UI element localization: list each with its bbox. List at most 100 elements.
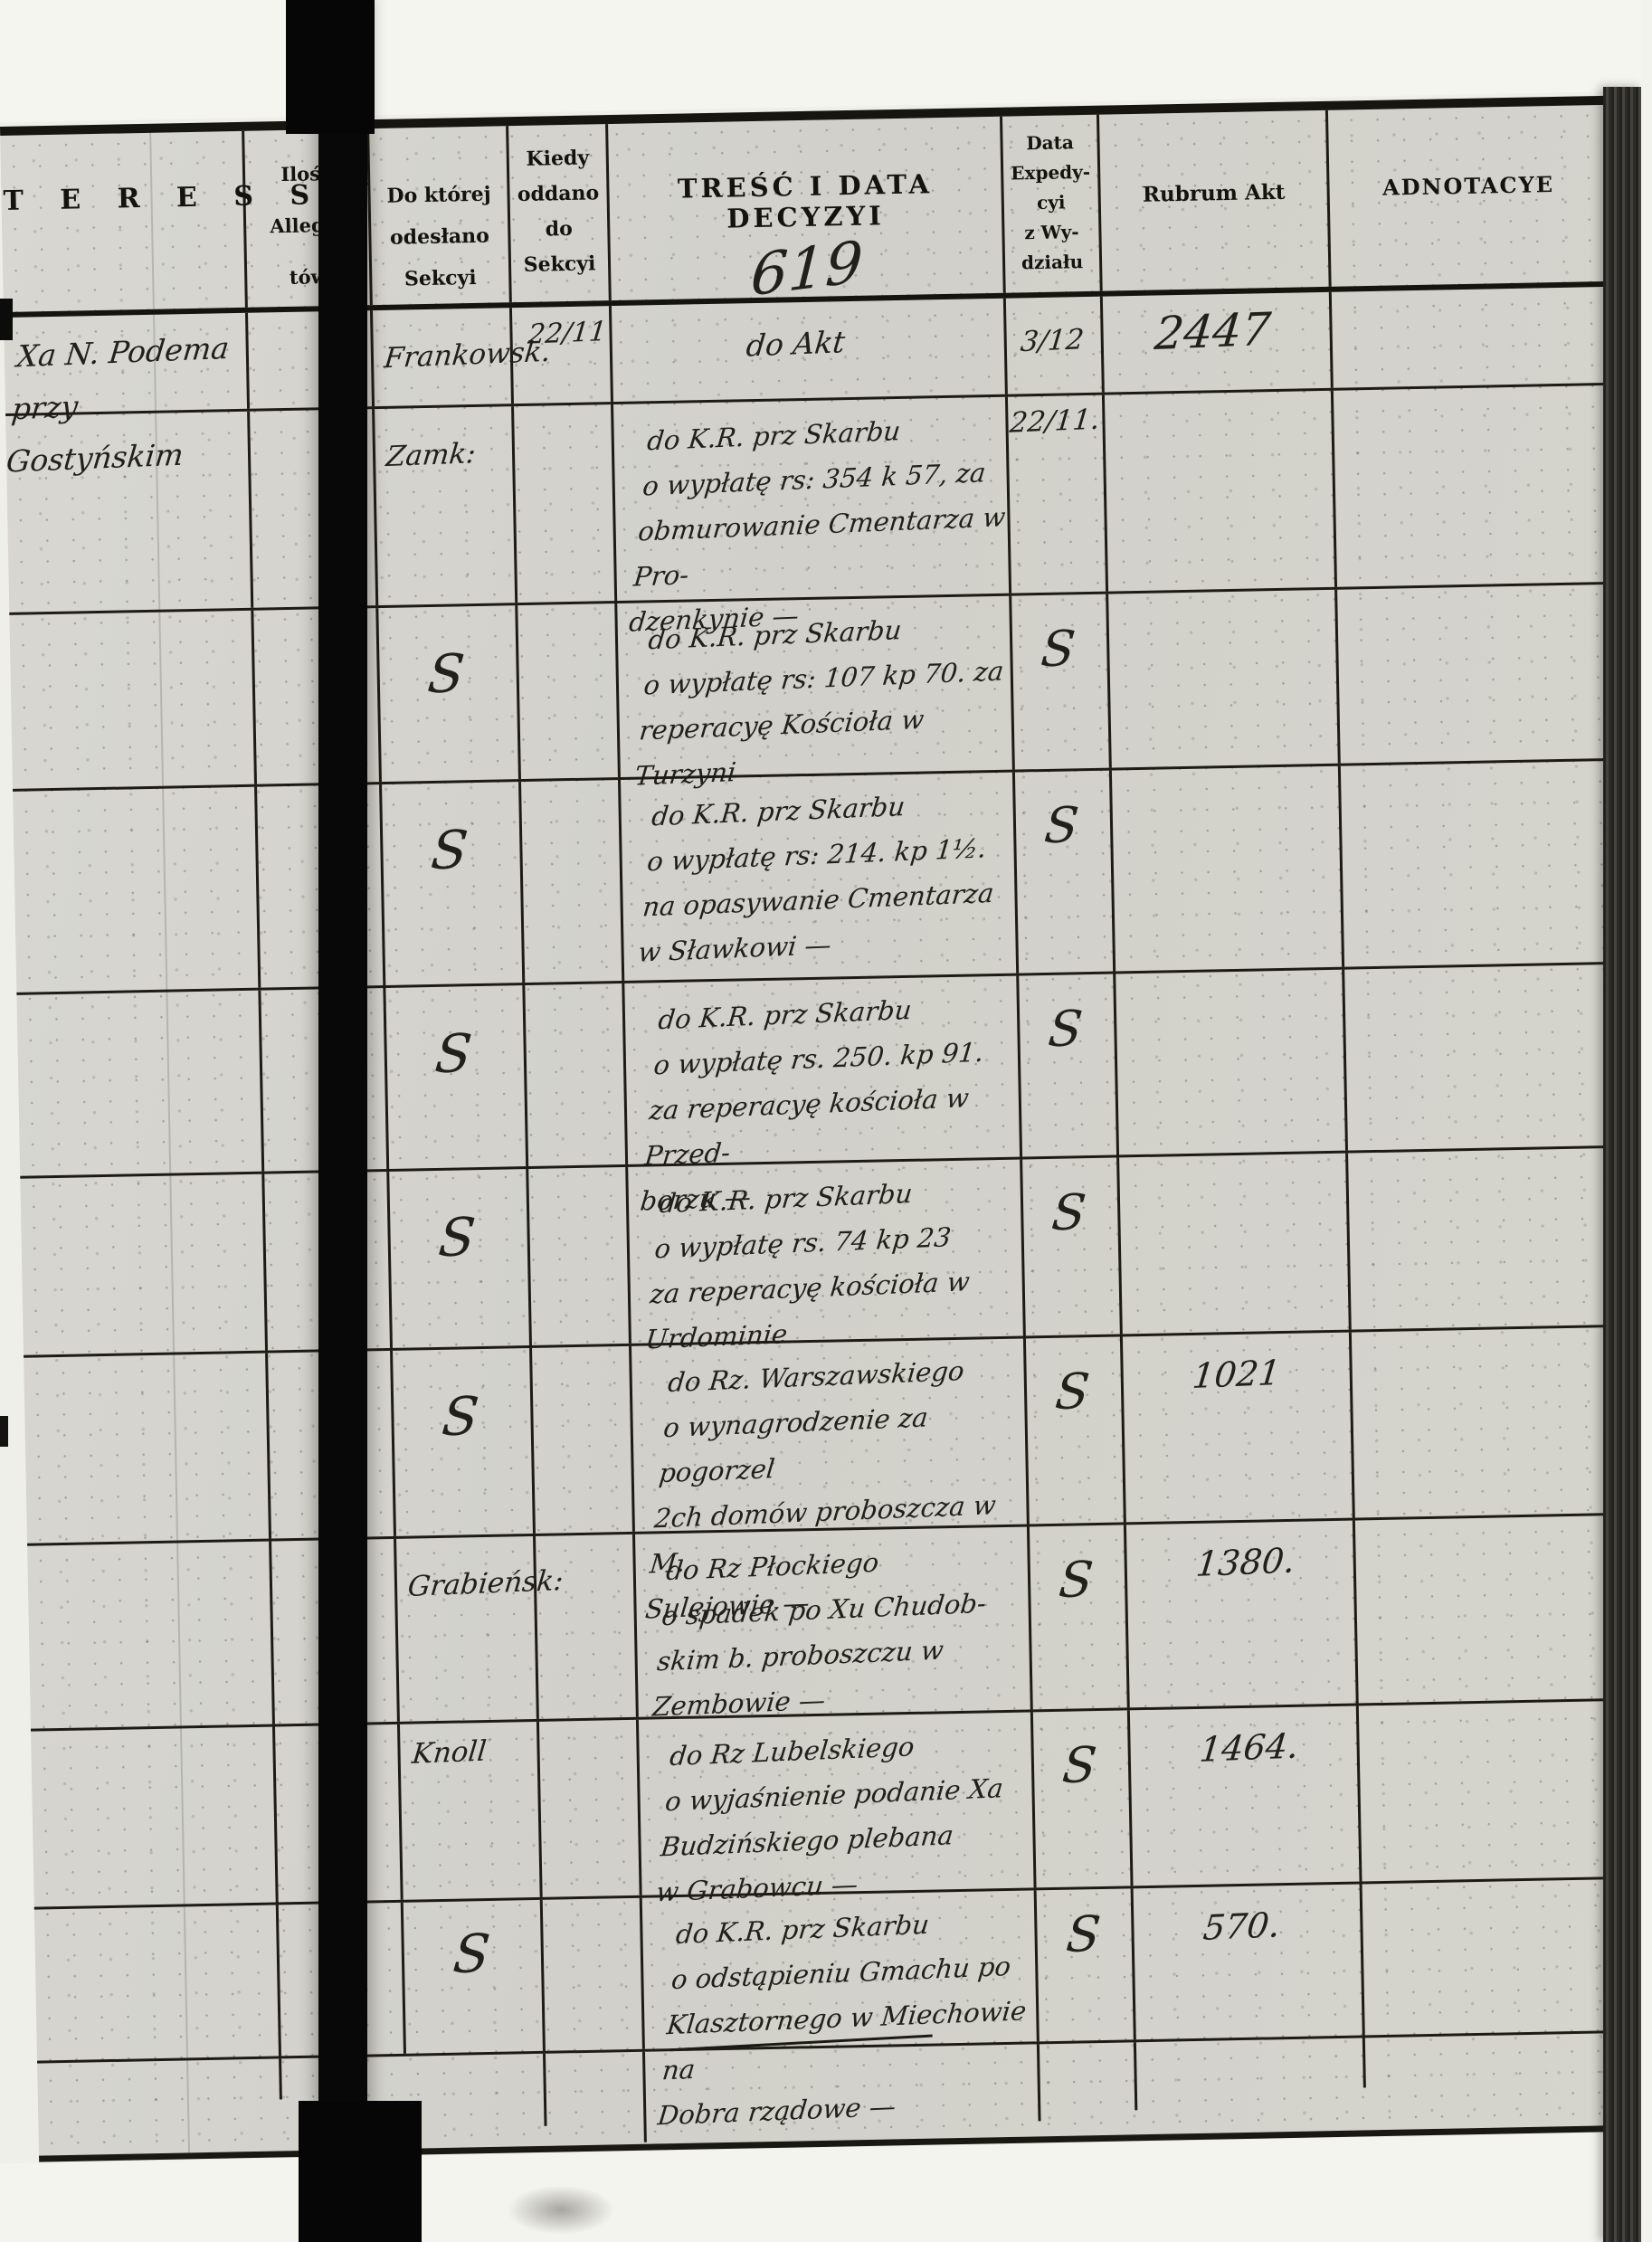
rule-stub: [1362, 2038, 1366, 2088]
cell-adnotacye: [1344, 964, 1626, 1151]
cell-rubrum: [1116, 969, 1348, 1155]
ledger-row: S do K.R. prz Skarbu o wypłatę rs: 214. …: [13, 757, 1623, 993]
cell-tresc: do Rz. Warszawskiego o wynagrodzenie za …: [631, 1338, 1030, 1625]
cell-tresc: do K.R. prz Skarbu o odstąpieniu Gmachu …: [641, 1890, 1040, 2131]
cell-kiedy: [525, 983, 629, 1166]
entry-decision: do Rz Płockiego o spadek po Xu Chudob- s…: [650, 1546, 988, 1723]
cell-adnotacye: [1355, 1515, 1637, 1704]
entry-section: Zamk:: [385, 437, 478, 474]
cell-tresc: do Akt: [611, 298, 1008, 403]
cell-rubrum: [1119, 1153, 1352, 1335]
ledger-page: T E R E S S U Ilość Allega- tów Do które…: [0, 95, 1645, 2162]
ledger-row: S do Rz. Warszawskiego o wynagrodzenie z…: [24, 1324, 1633, 1625]
ditto-mark: S: [1052, 1362, 1093, 1421]
ditto-mark: S: [428, 818, 471, 882]
column-header-data-expedycyi: Data Expedy- cyi z Wy- działu: [1002, 114, 1103, 293]
cell-sekcya: S: [403, 1899, 546, 2054]
cell-expedycya: S: [1022, 1157, 1123, 1336]
cell-rubrum: 1380.: [1125, 1520, 1359, 1708]
cell-kiedy: [528, 1166, 631, 1345]
entry-decision: do K.R. prz Skarbu o wypłatę rs: 107 kp …: [632, 614, 1006, 792]
photo-right-margin: [1641, 0, 1652, 2242]
entry-section: Knoll: [410, 1734, 489, 1771]
entry-decision: do Rz Lubelskiego o wyjaśnienie podanie …: [654, 1731, 1005, 1908]
cell-expedycya: 22/11.: [1007, 394, 1109, 594]
entry-decision: do K.R. prz Skarbu o wypłatę rs. 74 kp 2…: [643, 1177, 972, 1355]
cell-interessu: [27, 1541, 275, 1729]
cell-expedycya: S: [1029, 1525, 1130, 1710]
cell-rubrum: 570.: [1133, 1884, 1365, 2040]
ditto-mark: S: [1041, 795, 1082, 855]
cell-sekcya: Zamk:: [375, 406, 518, 606]
bottom-smudge: [507, 2185, 615, 2235]
entry-dispatch-date: 3/12: [1019, 323, 1086, 359]
header-label-kiedy: Kiedy oddano do Sekcyi: [517, 146, 600, 277]
rule-stub: [1036, 2044, 1041, 2122]
cell-kiedy: [517, 603, 621, 780]
cell-expedycya: S: [1036, 1888, 1136, 2042]
cell-tresc: do K.R. prz Skarbu o wypłatę rs. 250. kp…: [624, 975, 1023, 1217]
entry-date-given: 22/11: [526, 316, 609, 351]
entry-decision: do Akt: [745, 324, 847, 364]
rule-stub: [279, 2058, 282, 2100]
entry-rubrum: 1021: [1191, 1352, 1283, 1396]
column-header-rubrum-akt: Rubrum Akt: [1098, 109, 1332, 291]
header-label-data-expedycyi: Data Expedy- cyi z Wy- działu: [1011, 131, 1091, 274]
ledger-row: S do K.R. prz Skarbu o odstąpieniu Gmach…: [33, 1876, 1643, 2131]
rule-stub: [641, 2051, 647, 2142]
cell-rubrum: [1104, 390, 1338, 592]
cell-sekcya: S: [382, 782, 526, 985]
cell-adnotacye: [1362, 1879, 1643, 2036]
cell-adnotacye: [1334, 385, 1615, 587]
cell-kiedy: [536, 1534, 639, 1719]
cell-tresc: do Rz Lubelskiego o wyjaśnienie podanie …: [638, 1712, 1037, 1907]
cell-adnotacye: [1337, 584, 1619, 764]
ditto-mark: S: [1049, 1183, 1089, 1242]
book-page-edges-band: [1603, 87, 1641, 2242]
cell-sekcya: Knoll: [399, 1721, 543, 1900]
cell-adnotacye: [1332, 287, 1611, 388]
cell-rubrum: [1111, 765, 1345, 972]
cell-rubrum: 2447: [1102, 291, 1334, 393]
ditto-mark: S: [450, 1922, 493, 1986]
cell-kiedy: 22/11: [511, 306, 613, 404]
ditto-mark: S: [439, 1384, 482, 1449]
cell-interessu: [16, 990, 265, 1176]
column-header-kiedy-oddano: Kiedy oddano do Sekcyi: [508, 124, 612, 303]
cell-kiedy: [514, 404, 618, 603]
ledger-row: S do K.R. prz Skarbu o wypłatę rs. 74 kp…: [20, 1145, 1629, 1355]
ditto-mark: S: [1063, 1905, 1104, 1964]
cell-rubrum: 1464.: [1129, 1705, 1362, 1886]
cell-expedycya: S: [1032, 1710, 1134, 1888]
entry-rubrum: 570.: [1201, 1905, 1283, 1948]
ditto-mark: S: [432, 1021, 475, 1086]
cell-sekcya: S: [393, 1347, 536, 1536]
cell-tresc: do Rz Płockiego o spadek po Xu Chudob- s…: [634, 1526, 1033, 1722]
cell-expedycya: S: [1019, 974, 1120, 1157]
cell-interessu: [13, 786, 261, 993]
ledger-row: S do K.R. prz Skarbu o wypłatę rs: 107 k…: [9, 581, 1619, 792]
cell-adnotacye: [1359, 1701, 1640, 1882]
cell-rubrum: 1021: [1122, 1332, 1355, 1523]
cell-rubrum: [1108, 589, 1341, 768]
cell-sekcya: Grabieńsk:: [396, 1535, 565, 1722]
cell-interessu: [24, 1353, 272, 1544]
column-header-do-ktorej-sekcyi: Do której odesłano Sekcyi: [369, 126, 512, 306]
book-fold-shadow-top: [286, 0, 375, 134]
column-header-interessu: T E R E S S U: [0, 130, 384, 312]
cell-tresc: do K.R. prz Skarbu o wypłatę rs: 107 kp …: [617, 595, 1015, 792]
header-label-rubrum: Rubrum Akt: [1142, 179, 1286, 207]
entry-decision: do K.R. prz Skarbu o wypłatę rs: 214. kp…: [636, 791, 996, 968]
entry-dispatch-date: 22/11.: [1008, 403, 1102, 440]
left-edge-nick: [0, 1416, 8, 1447]
cell-expedycya: S: [1014, 770, 1116, 974]
header-label-adnotacye: ADNOTACYE: [1381, 171, 1555, 201]
ditto-mark: S: [1045, 999, 1086, 1059]
cell-sekcya: S: [378, 605, 521, 783]
ledger-row: Zamk: do K.R. prz Skarbu o wypłatę rs: 3…: [5, 382, 1615, 638]
entry-rubrum: 2447: [1152, 302, 1274, 360]
cell-interessu: [5, 411, 254, 613]
cell-adnotacye: [1348, 1148, 1629, 1330]
cell-interessu: Xa N. Podema przy Gostyńskim: [4, 312, 251, 480]
cell-tresc: do K.R. prz Skarbu o wypłatę rs: 354 k 5…: [613, 396, 1012, 638]
